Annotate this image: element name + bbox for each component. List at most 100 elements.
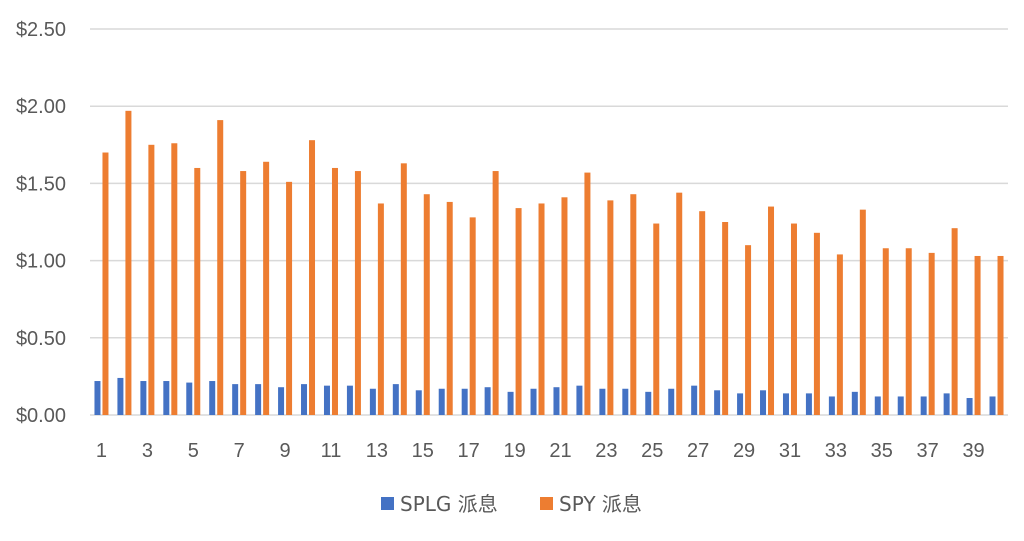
x-tick-label: 5 <box>188 440 199 462</box>
bar-splg <box>255 384 262 415</box>
bar-spy <box>836 254 843 415</box>
bar-spy <box>997 255 1004 415</box>
bar-splg <box>828 396 835 415</box>
y-tick-label: $1.50 <box>16 173 66 195</box>
bar-splg <box>232 384 239 415</box>
bar-splg <box>117 377 124 415</box>
bar-splg <box>989 396 996 415</box>
gridlines <box>90 28 1008 416</box>
y-tick-label: $2.50 <box>16 19 66 41</box>
bar-splg <box>392 384 399 415</box>
bar-spy <box>951 228 958 415</box>
bar-spy <box>286 181 293 415</box>
bar-spy <box>240 171 247 415</box>
bar-spy <box>469 217 476 415</box>
legend-swatch-splg <box>381 497 394 510</box>
bar-splg <box>369 388 376 415</box>
bar-splg <box>209 381 216 415</box>
x-tick-label: 11 <box>321 440 342 462</box>
bar-splg <box>140 381 147 415</box>
bar-spy <box>194 167 201 415</box>
x-tick-label: 37 <box>917 440 939 462</box>
x-tick-label: 9 <box>280 440 291 462</box>
bar-splg <box>805 393 812 415</box>
bar-spy <box>584 172 591 415</box>
bar-spy <box>217 120 224 415</box>
legend-label-splg: SPLG 派息 <box>400 492 498 516</box>
bar-splg <box>737 393 744 415</box>
y-axis-tick-labels: $0.00 $0.50 $1.00 $1.50 $2.00 $2.50 <box>16 19 66 427</box>
x-axis-tick-labels: 1 3 5 7 9 11 13 15 17 19 21 23 25 27 29 31 33 35 37 39 <box>96 440 985 462</box>
x-tick-label: 33 <box>825 440 847 462</box>
bar-spy <box>722 222 729 415</box>
x-tick-label: 31 <box>779 440 801 462</box>
bar-spy <box>263 161 270 415</box>
bar-splg <box>94 381 101 415</box>
bar-splg <box>186 382 193 415</box>
bar-splg <box>691 385 698 415</box>
bar-spy <box>882 248 889 415</box>
bar-splg <box>438 388 445 415</box>
bar-spy <box>148 144 155 416</box>
x-tick-label: 29 <box>733 440 755 462</box>
bar-spy <box>768 206 775 415</box>
bar-splg <box>714 390 721 415</box>
bars <box>94 110 1004 416</box>
bar-spy <box>630 194 637 415</box>
bar-spy <box>377 203 384 415</box>
bar-splg <box>301 384 308 415</box>
bar-splg <box>278 387 285 415</box>
bar-splg <box>897 396 904 415</box>
bar-splg <box>346 385 353 415</box>
bar-spy <box>561 197 568 415</box>
bar-splg <box>163 381 170 415</box>
bar-spy <box>676 192 683 415</box>
x-tick-label: 25 <box>641 440 663 462</box>
bar-splg <box>576 385 583 415</box>
bar-splg <box>507 391 514 415</box>
bar-splg <box>874 396 881 415</box>
legend: SPLG 派息 SPY 派息 <box>381 492 642 516</box>
y-tick-label: $0.00 <box>16 405 66 427</box>
bar-splg <box>599 388 606 415</box>
bar-splg <box>782 393 789 415</box>
bar-spy <box>102 152 109 415</box>
bar-spy <box>400 163 407 415</box>
bar-splg <box>461 388 468 415</box>
bar-splg <box>920 396 927 415</box>
x-tick-label: 15 <box>412 440 434 462</box>
y-tick-label: $0.50 <box>16 328 66 350</box>
x-tick-label: 35 <box>871 440 893 462</box>
bar-splg <box>943 393 950 415</box>
bar-spy <box>309 140 316 416</box>
bar-spy <box>607 200 614 415</box>
legend-swatch-spy <box>540 497 553 510</box>
y-tick-label: $1.00 <box>16 251 66 273</box>
bar-splg <box>553 387 560 415</box>
x-tick-label: 19 <box>503 440 525 462</box>
bar-splg <box>668 388 675 415</box>
y-tick-label: $2.00 <box>16 96 66 118</box>
bar-spy <box>171 143 178 415</box>
bar-spy <box>538 203 545 415</box>
bar-spy <box>928 252 935 415</box>
x-tick-label: 27 <box>687 440 709 462</box>
bar-spy <box>859 209 866 415</box>
bar-splg <box>415 390 422 415</box>
bar-spy <box>446 201 453 415</box>
bar-splg <box>530 388 537 415</box>
bar-spy <box>745 245 752 415</box>
bar-spy <box>354 171 361 415</box>
bar-splg <box>645 391 652 415</box>
x-tick-label: 39 <box>962 440 984 462</box>
legend-label-spy: SPY 派息 <box>559 492 642 516</box>
x-tick-label: 7 <box>234 440 245 462</box>
bar-spy <box>699 211 706 415</box>
bar-spy <box>492 171 499 415</box>
bar-splg <box>323 385 330 415</box>
bar-spy <box>905 248 912 415</box>
x-tick-label: 3 <box>142 440 153 462</box>
bar-splg <box>966 398 973 415</box>
bar-spy <box>974 255 981 415</box>
